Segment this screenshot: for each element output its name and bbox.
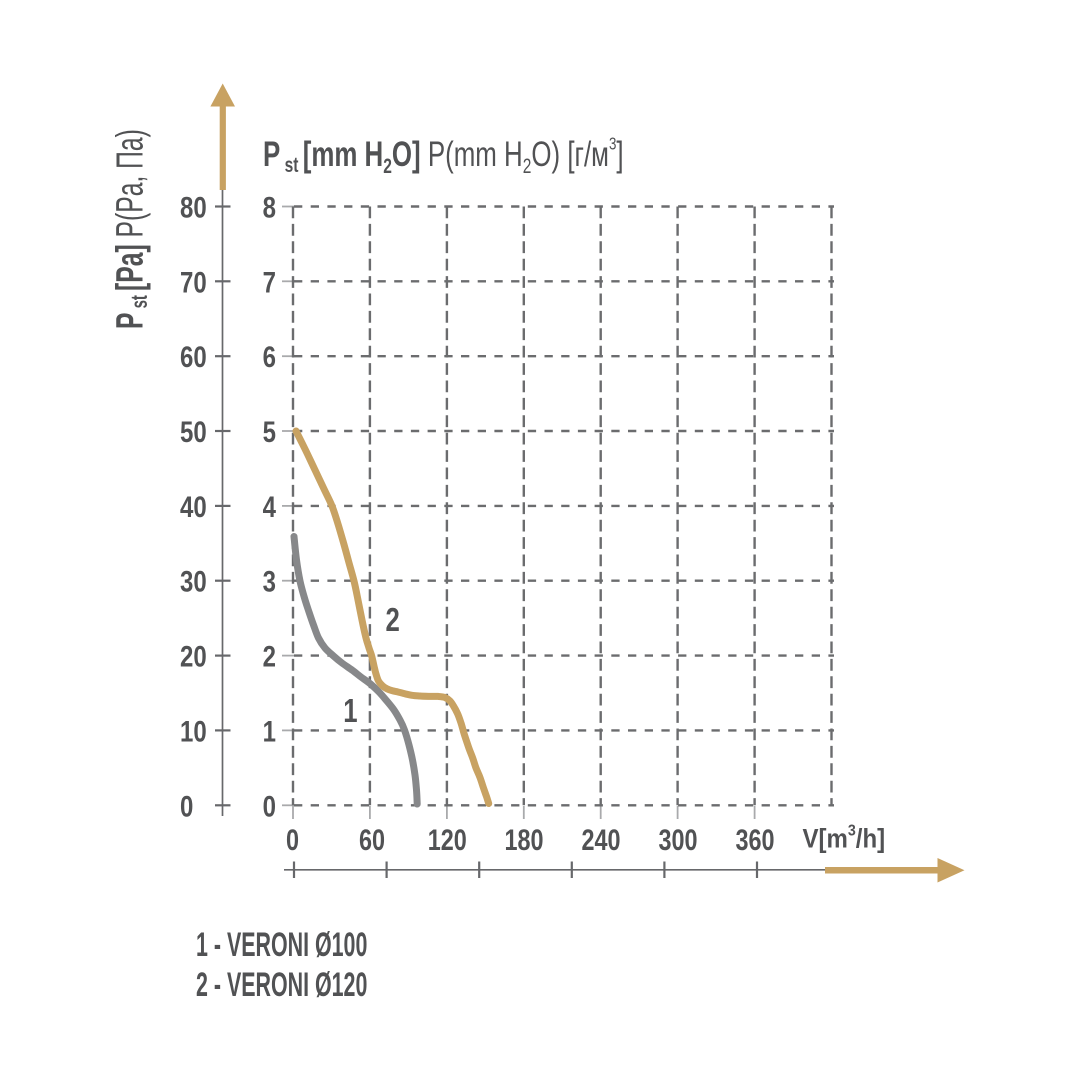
svg-text:0: 0 <box>263 789 276 823</box>
svg-text:4: 4 <box>263 489 276 523</box>
svg-text:P st [Pa] P(Pa, Па): P st [Pa] P(Pa, Па) <box>108 129 153 329</box>
svg-text:V[m3/h]: V[m3/h] <box>803 822 886 854</box>
svg-text:40: 40 <box>180 489 207 523</box>
svg-text:2 - VERONI Ø120: 2 - VERONI Ø120 <box>196 966 367 1004</box>
svg-text:80: 80 <box>180 190 207 224</box>
svg-text:360: 360 <box>735 823 774 856</box>
svg-text:240: 240 <box>581 823 620 856</box>
svg-text:300: 300 <box>658 823 697 856</box>
svg-text:2: 2 <box>385 602 399 639</box>
svg-text:60: 60 <box>180 340 207 374</box>
svg-text:6: 6 <box>263 340 276 374</box>
svg-text:60: 60 <box>359 823 385 856</box>
svg-text:8: 8 <box>263 190 276 224</box>
svg-text:3: 3 <box>263 564 276 598</box>
svg-text:20: 20 <box>180 639 207 673</box>
svg-text:180: 180 <box>504 823 543 856</box>
svg-text:P st [mm H2O] P(mm H2O) [г/м3]: P st [mm H2O] P(mm H2O) [г/м3] <box>263 134 624 177</box>
svg-text:2: 2 <box>263 639 276 673</box>
svg-text:1 - VERONI Ø100: 1 - VERONI Ø100 <box>196 926 367 964</box>
svg-text:120: 120 <box>428 823 467 856</box>
svg-text:50: 50 <box>180 414 207 448</box>
svg-text:7: 7 <box>263 265 276 299</box>
svg-text:10: 10 <box>180 714 207 748</box>
svg-text:30: 30 <box>180 564 207 598</box>
svg-text:0: 0 <box>180 789 193 823</box>
svg-text:1: 1 <box>263 714 276 748</box>
svg-text:70: 70 <box>180 265 207 299</box>
svg-text:0: 0 <box>286 823 299 856</box>
svg-text:5: 5 <box>263 414 276 448</box>
svg-text:1: 1 <box>343 693 357 730</box>
